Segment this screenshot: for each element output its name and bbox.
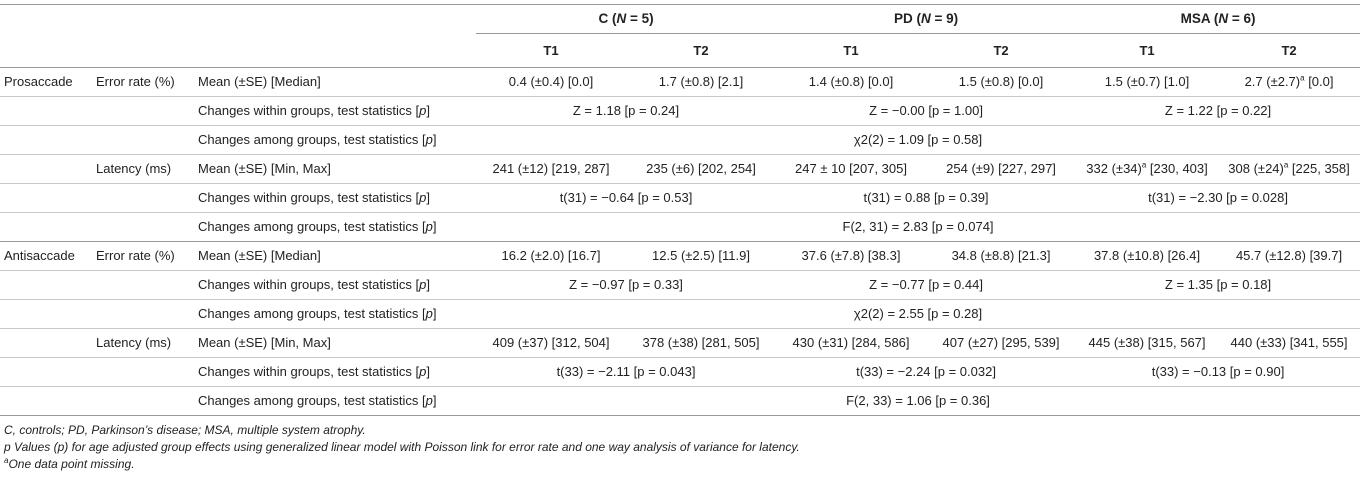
cell-value: 45.7 (±12.8) [39.7] — [1218, 241, 1360, 271]
table-row: Changes within groups, test statistics [… — [0, 270, 1360, 300]
row-label: Mean (±SE) [Median] — [198, 67, 476, 97]
table-row: Changes among groups, test statistics [p… — [0, 299, 1360, 329]
cell-value: 235 (±6) [202, 254] — [626, 154, 777, 184]
table-row: Changes within groups, test statistics [… — [0, 96, 1360, 126]
cell-within: t(31) = −2.30 [p = 0.028] — [1076, 183, 1360, 213]
timepoint-msa-t1: T1 — [1076, 33, 1219, 68]
cell-among: F(2, 33) = 1.06 [p = 0.36] — [846, 393, 990, 408]
row-label: Changes among groups, test statistics [p… — [198, 299, 476, 329]
timepoint-c-t2: T2 — [626, 33, 777, 68]
cell-within: Z = 1.22 [p = 0.22] — [1076, 96, 1360, 126]
cell-value: 1.5 (±0.7) [1.0] — [1076, 67, 1219, 97]
row-label: Changes among groups, test statistics [p… — [198, 125, 476, 155]
table-row: Changes among groups, test statistics [p… — [0, 213, 1360, 242]
cell-within: t(31) = 0.88 [p = 0.39] — [776, 183, 1077, 213]
cell-among: χ2(2) = 2.55 [p = 0.28] — [476, 299, 1360, 329]
cell-within: t(33) = −2.11 [p = 0.043] — [476, 357, 777, 387]
measure-label: Error rate (%) — [96, 67, 198, 97]
table-row: Changes within groups, test statistics [… — [0, 357, 1360, 387]
footnote-abbreviations: C, controls; PD, Parkinson’s disease; MS… — [4, 423, 366, 437]
table-row: Latency (ms) Mean (±SE) [Min, Max] 409 (… — [0, 328, 1360, 358]
cell-value: 445 (±38) [315, 567] — [1076, 328, 1219, 358]
row-label: Mean (±SE) [Median] — [198, 241, 476, 271]
cell-value: 1.5 (±0.8) [0.0] — [926, 67, 1077, 97]
cell-within: t(33) = −2.24 [p = 0.032] — [776, 357, 1077, 387]
cell-value: 0.4 (±0.4) [0.0] — [476, 67, 626, 97]
section-label: Prosaccade — [0, 67, 96, 97]
group-header-pd: PD (N = 9) — [776, 4, 1077, 34]
cell-value: 254 (±9) [227, 297] — [926, 154, 1077, 184]
row-label: Mean (±SE) [Min, Max] — [198, 154, 476, 184]
table-row: Changes among groups, test statistics [p… — [0, 125, 1360, 155]
cell-value: 1.7 (±0.8) [2.1] — [626, 67, 777, 97]
cell-value: 241 (±12) [219, 287] — [476, 154, 626, 184]
footnote-p-values: p Values (p) for age adjusted group effe… — [4, 440, 800, 454]
cell-within: t(31) = −0.64 [p = 0.53] — [476, 183, 777, 213]
timepoint-header-row: T1 T2 T1 T2 T1 T2 — [0, 33, 1360, 68]
cell-within: Z = 1.18 [p = 0.24] — [476, 96, 777, 126]
cell-value: 430 (±31) [284, 586] — [776, 328, 927, 358]
timepoint-pd-t1: T1 — [776, 33, 927, 68]
row-label: Mean (±SE) [Min, Max] — [198, 328, 476, 358]
cell-value: 37.6 (±7.8) [38.3] — [776, 241, 927, 271]
cell-value: 332 (±34)a [230, 403] — [1076, 154, 1219, 184]
cell-value: 12.5 (±2.5) [11.9] — [626, 241, 777, 271]
measure-label: Error rate (%) — [96, 241, 198, 271]
group-header-row: C (N = 5) PD (N = 9) MSA (N = 6) — [0, 4, 1360, 34]
cell-value: 407 (±27) [295, 539] — [926, 328, 1077, 358]
cell-value: 2.7 (±2.7)a [0.0] — [1218, 67, 1360, 97]
cell-value: 409 (±37) [312, 504] — [476, 328, 626, 358]
row-label: Changes within groups, test statistics [… — [198, 270, 476, 300]
table-row: Changes among groups, test statistics [p… — [0, 387, 1360, 416]
footnote-missing: aOne data point missing. — [4, 456, 135, 472]
table-row: Prosaccade Error rate (%) Mean (±SE) [Me… — [0, 67, 1360, 97]
timepoint-c-t1: T1 — [476, 33, 626, 68]
cell-value: 378 (±38) [281, 505] — [626, 328, 777, 358]
cell-value: 440 (±33) [341, 555] — [1218, 328, 1360, 358]
group-header-msa: MSA (N = 6) — [1076, 4, 1360, 34]
table-row: Latency (ms) Mean (±SE) [Min, Max] 241 (… — [0, 154, 1360, 184]
cell-within: Z = 1.35 [p = 0.18] — [1076, 270, 1360, 300]
timepoint-pd-t2: T2 — [926, 33, 1077, 68]
row-label: Changes among groups, test statistics [p… — [198, 393, 437, 408]
cell-value: 247 ± 10 [207, 305] — [776, 154, 927, 184]
section-label: Antisaccade — [0, 241, 96, 271]
cell-within: Z = −0.97 [p = 0.33] — [476, 270, 777, 300]
cell-among: F(2, 31) = 2.83 [p = 0.074] — [842, 219, 994, 234]
cell-value: 37.8 (±10.8) [26.4] — [1076, 241, 1219, 271]
timepoint-msa-t2: T2 — [1218, 33, 1360, 68]
cell-value: 1.4 (±0.8) [0.0] — [776, 67, 927, 97]
row-label: Changes within groups, test statistics [… — [198, 96, 476, 126]
row-label: Changes within groups, test statistics [… — [198, 183, 476, 213]
cell-among: χ2(2) = 1.09 [p = 0.58] — [476, 125, 1360, 155]
measure-label: Latency (ms) — [96, 154, 198, 184]
table-row: Antisaccade Error rate (%) Mean (±SE) [M… — [0, 241, 1360, 271]
cell-value: 16.2 (±2.0) [16.7] — [476, 241, 626, 271]
table-row: Changes within groups, test statistics [… — [0, 183, 1360, 213]
group-header-c: C (N = 5) — [476, 4, 777, 34]
measure-label: Latency (ms) — [96, 328, 198, 358]
row-label: Changes within groups, test statistics [… — [198, 357, 476, 387]
table-footnotes: C, controls; PD, Parkinson’s disease; MS… — [0, 422, 1360, 473]
cell-within: t(33) = −0.13 [p = 0.90] — [1076, 357, 1360, 387]
cell-within: Z = −0.00 [p = 1.00] — [776, 96, 1077, 126]
cell-value: 34.8 (±8.8) [21.3] — [926, 241, 1077, 271]
results-table: C (N = 5) PD (N = 9) MSA (N = 6) T1 T2 T… — [0, 4, 1360, 416]
row-label: Changes among groups, test statistics [p… — [198, 219, 437, 234]
cell-within: Z = −0.77 [p = 0.44] — [776, 270, 1077, 300]
cell-value: 308 (±24)a [225, 358] — [1218, 154, 1360, 184]
